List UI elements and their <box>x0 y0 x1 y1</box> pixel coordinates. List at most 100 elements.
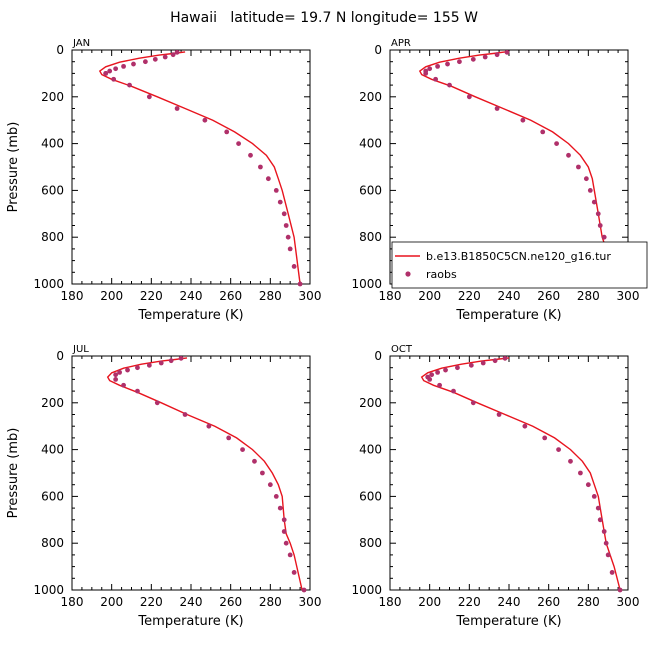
raob-point <box>429 372 435 378</box>
plot-frame <box>71 355 311 591</box>
legend-box <box>391 241 648 289</box>
raob-point <box>117 369 122 375</box>
raob-point <box>447 82 452 88</box>
raob-point <box>178 355 184 361</box>
raob-point <box>470 56 476 62</box>
raob-point <box>492 358 498 364</box>
raob-point <box>435 63 440 69</box>
x-axis-label: Temperature (K) <box>137 614 243 629</box>
x-tick-label: 240 <box>498 289 521 303</box>
raob-point <box>107 68 113 74</box>
raob-point <box>252 458 257 464</box>
raob-point <box>113 66 119 72</box>
raob-point <box>466 94 472 100</box>
x-tick-label: 200 <box>100 595 123 609</box>
raob-point <box>287 246 293 252</box>
raob-point <box>301 587 307 593</box>
figure-title: Hawaii latitude= 19.7 N longitude= 155 W <box>170 10 478 26</box>
raob-point <box>520 117 526 123</box>
y-axis-label: Pressure (mb) <box>6 428 21 519</box>
raob-point <box>470 400 476 406</box>
model-profile-line <box>420 357 621 591</box>
chart-panel-apr: 180 200 220 240 260 280 300 0 200 400 600 800 1000 Te… <box>351 38 639 323</box>
raob-point <box>480 360 486 366</box>
x-tick-label: 260 <box>537 595 560 609</box>
y-tick-label: 1000 <box>351 583 382 597</box>
legend-dot-swatch <box>405 271 411 277</box>
raob-point <box>587 188 593 193</box>
raob-point <box>154 400 160 406</box>
raob-point <box>455 365 460 371</box>
chart-panel-jan: 180 200 220 240 260 280 300 0 200 400 600 800 1000 Te… <box>6 38 321 323</box>
raob-point <box>273 494 279 499</box>
x-tick-label: 220 <box>140 595 163 609</box>
y-tick-label: 1000 <box>351 277 382 291</box>
x-axis-label: Temperature (K) <box>455 308 561 323</box>
x-tick-label: 240 <box>180 289 203 303</box>
raob-point <box>202 117 208 123</box>
raob-point <box>578 470 583 476</box>
y-tick-label: 600 <box>359 183 382 197</box>
raob-point <box>583 176 589 182</box>
raob-point <box>291 264 297 269</box>
raob-point <box>595 505 601 511</box>
x-tick-label: 300 <box>617 289 640 303</box>
raob-point <box>556 447 561 452</box>
y-tick-label: 1000 <box>33 277 64 291</box>
raob-point <box>433 76 439 82</box>
raob-point <box>605 552 611 558</box>
raob-point <box>127 82 132 88</box>
panel-label: OCT <box>391 344 413 355</box>
raob-point <box>142 59 148 65</box>
raob-point <box>601 234 607 240</box>
raob-point <box>451 388 456 394</box>
raob-point <box>258 164 263 170</box>
raob-point <box>445 61 450 67</box>
legend-label-raobs: raobs <box>426 268 457 281</box>
raob-point <box>146 94 152 100</box>
raob-point <box>423 71 429 76</box>
y-tick-label: 400 <box>359 137 382 151</box>
raob-point <box>125 367 130 373</box>
x-tick-label: 240 <box>498 595 521 609</box>
raob-point <box>568 458 573 464</box>
raob-point <box>174 106 180 111</box>
x-axis-label: Temperature (K) <box>455 614 561 629</box>
raob-point <box>566 152 571 158</box>
raob-point <box>597 517 603 523</box>
raob-point <box>297 281 303 287</box>
y-tick-label: 0 <box>374 349 382 363</box>
raob-point <box>457 59 462 65</box>
x-tick-label: 200 <box>100 289 123 303</box>
raob-point <box>121 63 126 69</box>
x-tick-label: 260 <box>537 289 560 303</box>
raob-point <box>502 355 508 361</box>
x-tick-label: 220 <box>458 289 481 303</box>
x-tick-label: 240 <box>180 595 203 609</box>
raob-point <box>603 540 609 546</box>
raob-point <box>601 529 607 534</box>
chart-panel-jul: 180 200 220 240 260 280 300 0 200 400 600 800 1000 Te… <box>6 344 321 629</box>
raob-point <box>494 52 500 58</box>
x-tick-label: 300 <box>617 595 640 609</box>
raob-point <box>146 362 152 368</box>
raob-point <box>135 388 140 394</box>
raob-point <box>182 412 188 417</box>
y-tick-label: 200 <box>359 90 382 104</box>
y-tick-label: 400 <box>359 443 382 457</box>
y-tick-label: 600 <box>41 489 64 503</box>
raob-point <box>281 529 287 534</box>
raob-point <box>287 552 293 558</box>
x-tick-label: 300 <box>299 595 322 609</box>
raob-point <box>494 106 500 111</box>
raob-point <box>158 360 164 366</box>
raob-point <box>591 494 597 499</box>
legend-label-model: b.e13.B1850C5CN.ne120_g16.tur <box>426 250 611 263</box>
x-tick-label: 220 <box>458 595 481 609</box>
y-tick-label: 200 <box>41 90 64 104</box>
raob-point <box>277 199 283 205</box>
y-tick-label: 800 <box>41 230 64 244</box>
raob-point <box>283 540 289 546</box>
